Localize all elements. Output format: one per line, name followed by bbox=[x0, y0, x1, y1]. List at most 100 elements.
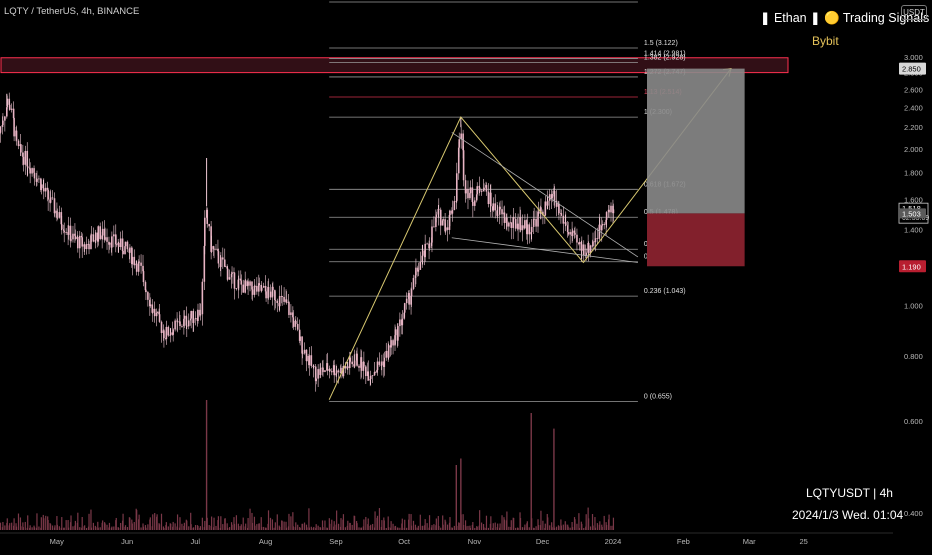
candle-body bbox=[230, 273, 233, 278]
candle-body bbox=[115, 244, 118, 246]
candle-body bbox=[569, 232, 571, 235]
volume-bar bbox=[479, 510, 481, 530]
candle-body bbox=[387, 345, 390, 358]
volume-bar bbox=[58, 526, 60, 530]
volume-bar bbox=[351, 524, 353, 530]
volume-bar bbox=[67, 520, 69, 530]
volume-bar bbox=[176, 514, 179, 530]
volume-bar bbox=[594, 527, 597, 530]
candle-body bbox=[360, 357, 363, 371]
candle-body bbox=[560, 213, 563, 216]
candle-body bbox=[394, 329, 397, 336]
candle-body bbox=[428, 245, 431, 249]
volume-bar bbox=[190, 524, 192, 530]
candle-body bbox=[283, 296, 285, 302]
candle-body bbox=[260, 287, 263, 291]
volume-bar bbox=[419, 514, 421, 530]
time-tick-label: Sep bbox=[329, 537, 342, 546]
time-tick-label: Aug bbox=[259, 537, 272, 546]
volume-bar bbox=[36, 513, 38, 530]
candles-layer bbox=[0, 92, 615, 392]
volume-bar bbox=[326, 527, 328, 530]
candle-body bbox=[42, 188, 45, 192]
volume-bar bbox=[154, 513, 156, 530]
candle-body bbox=[446, 227, 449, 230]
volume-bar bbox=[349, 522, 351, 530]
price-countdown-label: 02:55:09 bbox=[902, 215, 929, 222]
volume-bar bbox=[63, 527, 65, 530]
candle-body bbox=[501, 209, 503, 215]
candle-body bbox=[415, 267, 417, 276]
volume-bar bbox=[583, 527, 585, 530]
volume-bar bbox=[113, 526, 115, 530]
volume-bar bbox=[183, 522, 185, 530]
volume-bar bbox=[245, 523, 247, 530]
candle-body bbox=[2, 120, 4, 126]
candle-body bbox=[441, 220, 444, 226]
currency-button[interactable]: USDT bbox=[901, 5, 927, 20]
channel-upper-line bbox=[451, 132, 639, 258]
candle-body bbox=[124, 241, 127, 247]
candle-body bbox=[526, 224, 529, 235]
volume-bar bbox=[390, 521, 392, 530]
volume-bar bbox=[108, 522, 111, 530]
candle-body bbox=[487, 191, 490, 205]
candle-body bbox=[106, 237, 108, 242]
candle-body bbox=[264, 285, 267, 292]
volume-bar bbox=[49, 524, 52, 530]
candle-body bbox=[244, 280, 247, 287]
candle-body bbox=[310, 355, 313, 367]
volume-bar bbox=[585, 514, 587, 530]
volume-bar bbox=[163, 527, 165, 530]
volume-bar bbox=[47, 520, 49, 530]
volume-bar bbox=[560, 519, 562, 530]
volume-bar bbox=[229, 527, 231, 530]
candle-body bbox=[600, 225, 603, 231]
volume-bar bbox=[251, 522, 254, 530]
candle-body bbox=[172, 329, 174, 335]
candle-body bbox=[104, 237, 106, 240]
volume-bar bbox=[165, 522, 167, 530]
candle-body bbox=[448, 214, 451, 230]
volume-bar bbox=[144, 525, 147, 530]
volume-bar bbox=[194, 524, 197, 530]
volume-bar bbox=[503, 519, 506, 530]
candle-body bbox=[564, 222, 567, 226]
volume-bar bbox=[336, 510, 338, 530]
volume-bar bbox=[271, 519, 274, 530]
candle-body bbox=[247, 281, 249, 286]
candle-body bbox=[262, 285, 265, 288]
volume-bar bbox=[483, 527, 485, 530]
volume-bar bbox=[33, 527, 36, 530]
stop-price-tag-bg bbox=[899, 260, 926, 273]
volume-bar bbox=[29, 525, 31, 530]
candle-body bbox=[373, 372, 376, 376]
candle-body bbox=[17, 140, 20, 147]
volume-bar bbox=[15, 523, 17, 530]
candle-body bbox=[101, 235, 103, 239]
candle-body bbox=[329, 369, 331, 372]
volume-bar bbox=[571, 527, 574, 530]
time-tick-label: Dec bbox=[536, 537, 550, 546]
candle-body bbox=[114, 234, 117, 245]
candle-body bbox=[149, 299, 151, 307]
candle-body bbox=[192, 310, 194, 323]
candle-body bbox=[566, 225, 569, 233]
volume-spike-bar bbox=[530, 413, 532, 530]
volume-bar bbox=[170, 523, 172, 530]
candle-body bbox=[31, 168, 33, 174]
price-tick-label: 2.200 bbox=[904, 123, 923, 132]
candle-body bbox=[251, 289, 254, 295]
candle-body bbox=[305, 349, 308, 361]
candle-body bbox=[605, 212, 608, 220]
candle-body bbox=[424, 243, 426, 258]
volume-bar bbox=[551, 527, 553, 530]
candle-body bbox=[546, 200, 549, 206]
volume-bar bbox=[201, 517, 203, 530]
candle-body bbox=[51, 197, 54, 199]
volume-bar bbox=[92, 522, 94, 530]
candle-body bbox=[397, 326, 399, 341]
candle-body bbox=[149, 304, 152, 307]
